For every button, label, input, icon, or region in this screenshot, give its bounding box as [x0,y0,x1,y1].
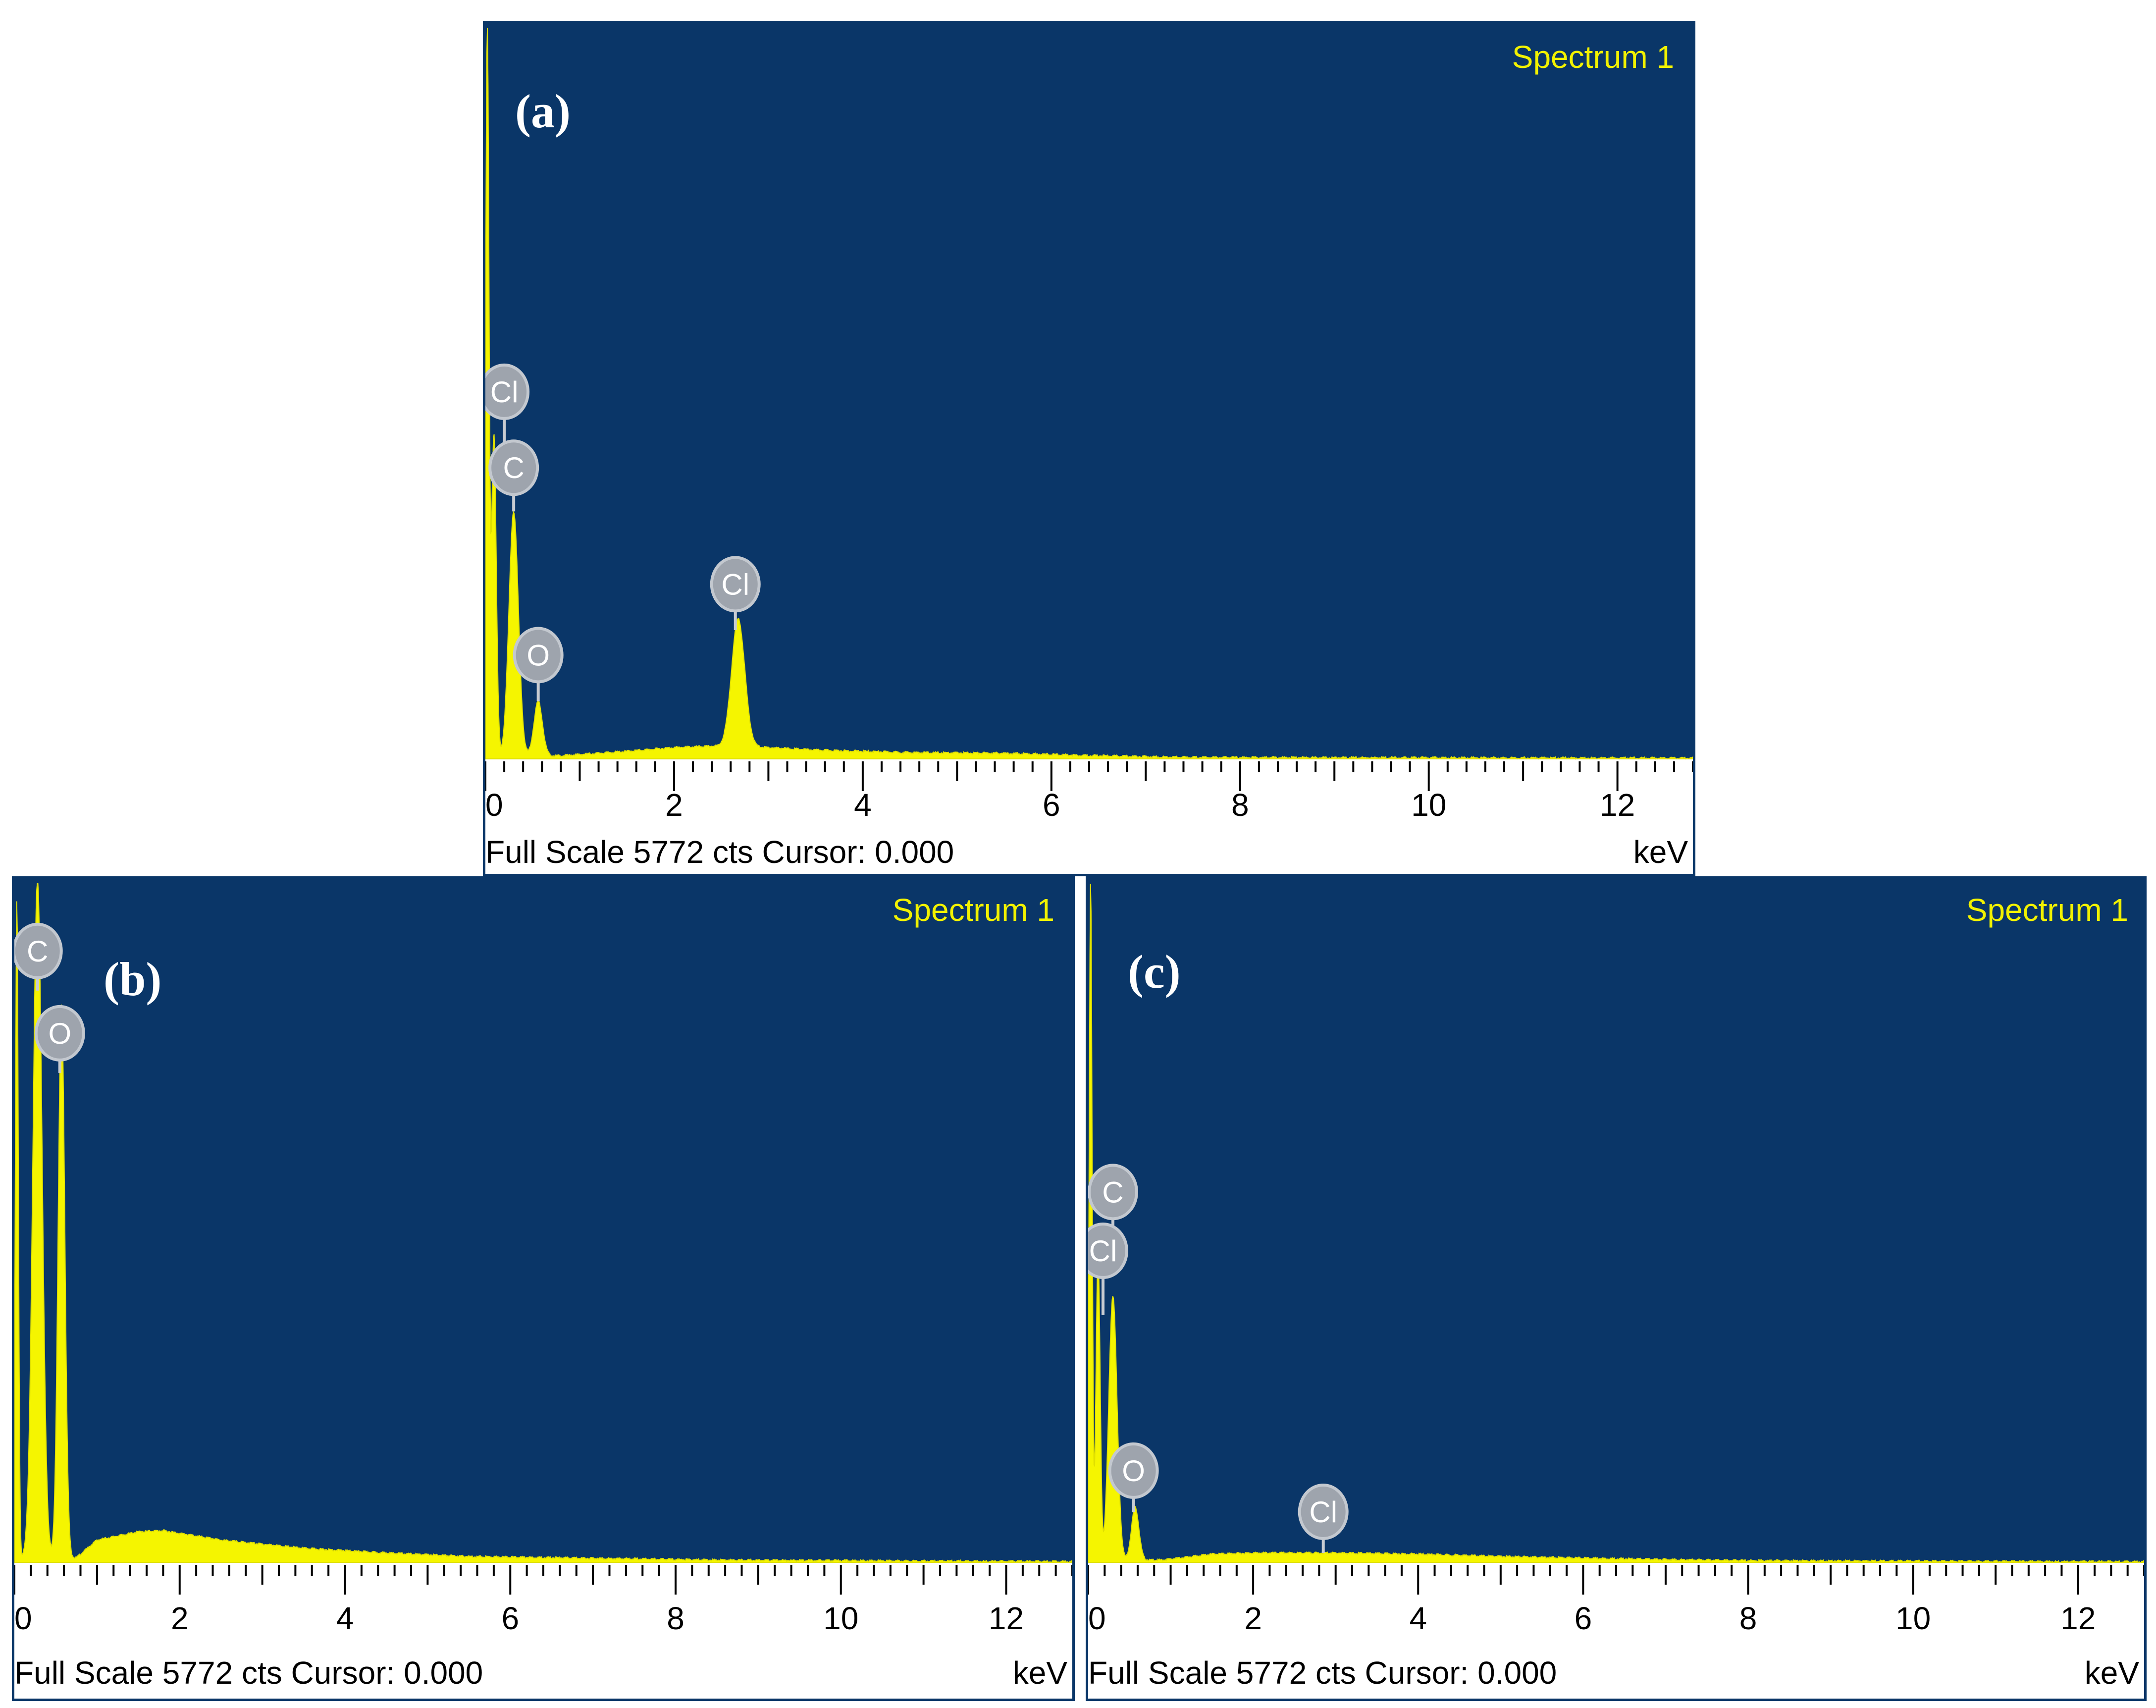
x-tick-label: 4 [854,787,872,823]
panel-label: (c) [1128,945,1181,998]
marker-badge [14,922,63,979]
x-tick-label: 12 [2060,1601,2096,1636]
marker-label: Cl [490,375,519,409]
marker-label: O [526,639,550,672]
x-axis-ticks [1088,1565,2144,1595]
marker-label: O [48,1017,71,1050]
marker-label: Cl [1089,1234,1117,1268]
x-tick-label: 4 [1409,1601,1427,1636]
spectrum-chart-a: Cl C O Cl Spectrum 1 (a) 0 2 4 6 8 10 12 Full Scale 5… [485,23,1693,870]
marker-badge [1088,1164,1138,1221]
x-axis-ticks [485,761,1693,791]
x-axis-unit: keV [1013,1655,1068,1691]
full-scale-readout: Full Scale 5772 cts Cursor: 0.000 [485,834,954,870]
marker-badge [513,627,564,684]
full-scale-readout: Full Scale 5772 cts Cursor: 0.000 [1088,1655,1557,1691]
x-tick-label: 2 [171,1601,189,1636]
x-tick-label: 12 [1600,787,1635,823]
spectrum-chart-b: C O Spectrum 1 (b) 0 2 4 6 8 10 12 Full Scale 5772 … [14,879,1072,1691]
marker-label: O [1122,1454,1145,1488]
spectrum-series [1088,883,2144,1563]
panel-label: (b) [104,953,161,1006]
marker-badge [1108,1442,1159,1499]
marker-badge [1088,1223,1128,1279]
marker-label: Cl [721,568,749,601]
x-tick-label: 0 [1088,1601,1106,1636]
x-tick-label: 2 [1244,1601,1262,1636]
x-tick-label: 12 [989,1601,1024,1636]
x-tick-label: 10 [823,1601,858,1636]
marker-label: C [1102,1175,1123,1209]
panel-label: (a) [515,85,571,138]
plot-area [14,879,1072,1562]
x-tick-label: 0 [14,1601,32,1636]
plot-area [1088,879,2144,1562]
element-marker: C [14,922,63,991]
spectrum-chart-c: C Cl O Cl Spectrum 1 (c) 0 2 4 6 8 10 12 Full Scale 5… [1088,879,2144,1691]
marker-badge [488,439,539,496]
x-tick-label: 6 [1043,787,1060,823]
x-tick-label: 8 [1231,787,1249,823]
x-axis-unit: keV [1633,834,1688,870]
spectrum-title: Spectrum 1 [1512,39,1674,75]
element-marker: Cl [1088,1223,1128,1316]
x-tick-label: 4 [336,1601,354,1636]
spectrum-panel-a: Cl C O Cl Spectrum 1 (a) 0 2 4 6 8 10 12 Full Scale 5… [483,21,1695,876]
x-tick-label: 10 [1411,787,1446,823]
marker-label: C [27,935,48,968]
plot-area [485,23,1693,759]
element-marker: O [1108,1442,1159,1512]
full-scale-readout: Full Scale 5772 cts Cursor: 0.000 [14,1655,483,1691]
element-marker: Cl [1298,1483,1349,1553]
x-tick-label: 8 [1739,1601,1757,1636]
element-marker: Cl [710,556,761,631]
marker-badge [710,556,761,613]
x-axis-unit: keV [2085,1655,2140,1691]
x-tick-label: 6 [1575,1601,1592,1636]
marker-label: C [503,451,524,484]
x-tick-label: 8 [667,1601,684,1636]
spectrum-series [14,883,1072,1564]
element-marker: Cl [485,363,530,456]
marker-badge [34,1005,85,1062]
marker-label: Cl [1309,1495,1337,1529]
spectrum-series [485,28,1693,760]
spectrum-title: Spectrum 1 [1966,892,2128,928]
spectrum-title: Spectrum 1 [893,892,1054,928]
marker-badge [485,363,530,420]
x-tick-label: 2 [665,787,683,823]
spectrum-panel-b: C O Spectrum 1 (b) 0 2 4 6 8 10 12 Full Scale 5772 … [12,876,1075,1701]
element-marker: O [34,1005,85,1073]
element-marker: O [513,627,564,701]
x-axis-ticks [14,1565,1072,1595]
element-marker: C [488,439,539,512]
x-tick-label: 10 [1895,1601,1931,1636]
spectrum-panel-c: C Cl O Cl Spectrum 1 (c) 0 2 4 6 8 10 12 Full Scale 5… [1086,876,2147,1701]
x-tick-label: 0 [485,787,503,823]
x-tick-label: 6 [501,1601,519,1636]
marker-badge [1298,1483,1349,1540]
